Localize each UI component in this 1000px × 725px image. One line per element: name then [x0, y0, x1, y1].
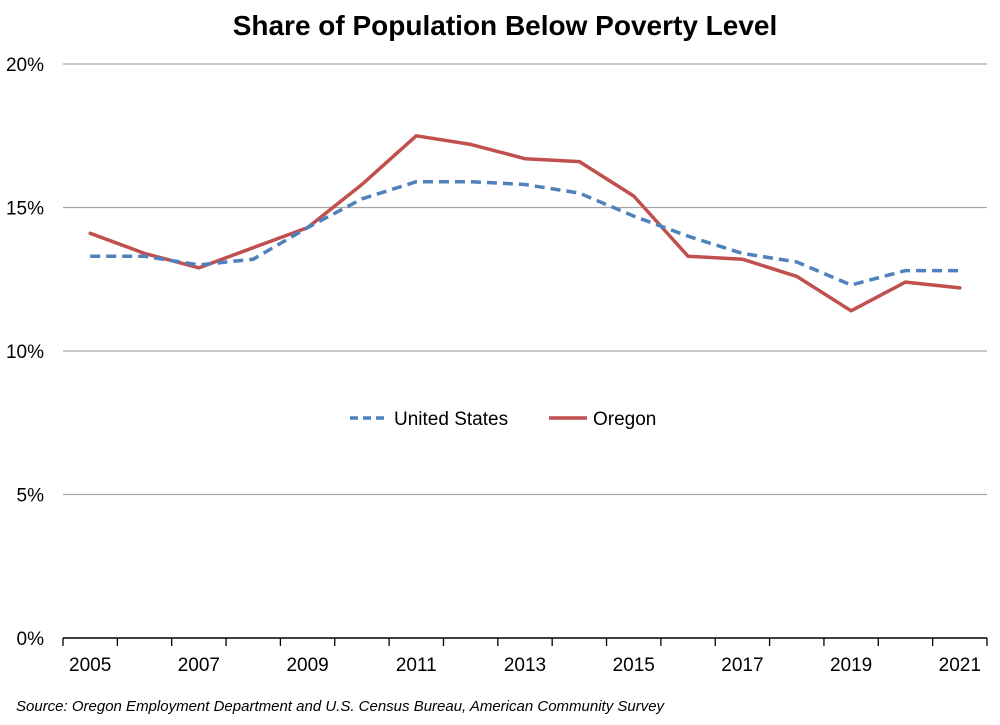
x-axis: 2005 2007 2009 2011 2013 2015 2017 2019 2021: [62, 637, 988, 676]
x-tick-label: 2017: [721, 655, 763, 676]
legend-label-united-states: United States: [394, 409, 508, 430]
legend-label-oregon: Oregon: [593, 409, 656, 430]
x-tick-label: 2007: [178, 655, 220, 676]
x-tick-label: 2015: [613, 655, 655, 676]
x-tick-label: 2011: [396, 655, 437, 676]
x-tick-label: 2009: [286, 655, 328, 676]
x-tick-label: 2013: [504, 655, 546, 676]
series-line-oregon: [88, 134, 962, 313]
y-axis-ticks: 0% 5% 10% 15% 20%: [6, 55, 44, 650]
x-tick-label: 2021: [939, 655, 981, 676]
y-tick-label: 20%: [6, 55, 44, 76]
y-tick-label: 10%: [6, 342, 44, 363]
chart-title: Share of Population Below Poverty Level: [233, 10, 778, 41]
source-note: Source: Oregon Employment Department and…: [16, 698, 665, 715]
legend: United States Oregon: [350, 409, 656, 430]
gridlines: [63, 63, 987, 496]
y-tick-label: 15%: [6, 199, 44, 220]
series-line-united-states: [90, 179, 960, 287]
series-lines: [88, 134, 962, 313]
y-tick-label: 5%: [17, 486, 45, 507]
x-tick-label: 2019: [830, 655, 872, 676]
y-tick-label: 0%: [17, 629, 45, 650]
x-tick-label: 2005: [69, 655, 111, 676]
